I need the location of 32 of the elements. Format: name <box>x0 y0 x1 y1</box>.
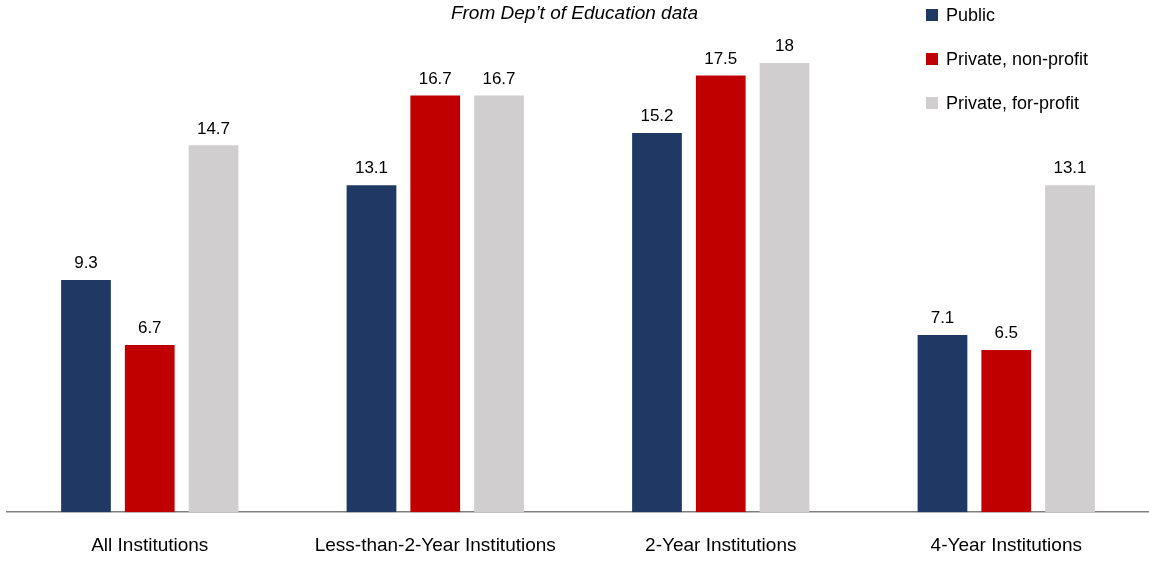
bar <box>759 63 810 513</box>
data-label: 14.7 <box>196 118 231 138</box>
data-label: 6.7 <box>137 318 162 338</box>
bar <box>410 95 461 513</box>
bar <box>1045 185 1095 513</box>
data-label: 6.5 <box>994 323 1019 343</box>
bar <box>981 349 1032 513</box>
x-tick-label: 4-Year Institutions <box>930 533 1082 555</box>
bar <box>124 345 175 513</box>
data-label: 17.5 <box>704 48 738 68</box>
data-label: 15.2 <box>640 106 674 126</box>
x-tick-label: All Institutions <box>91 533 209 555</box>
bar <box>632 132 682 513</box>
bar <box>61 280 111 513</box>
bar <box>695 75 746 513</box>
x-tick-label: 2-Year Institutions <box>645 533 797 555</box>
data-label: 18 <box>775 36 794 56</box>
data-label: 9.3 <box>74 253 98 273</box>
legend-label: Public <box>946 4 996 26</box>
bar <box>188 145 239 513</box>
chart-title: From Dep’t of Education data <box>450 2 699 23</box>
data-label: 16.7 <box>418 68 452 88</box>
bar <box>474 95 524 513</box>
x-tick-label: Less-than-2-Year Institutions <box>314 533 556 555</box>
bar <box>346 185 397 513</box>
data-label: 7.1 <box>930 308 955 328</box>
data-label: 13.1 <box>1053 158 1087 178</box>
data-label: 16.7 <box>482 68 516 88</box>
bar <box>917 335 968 513</box>
legend-label: Private, non-profit <box>946 48 1089 70</box>
data-label: 13.1 <box>354 158 389 178</box>
legend-label: Private, for-profit <box>946 92 1080 114</box>
